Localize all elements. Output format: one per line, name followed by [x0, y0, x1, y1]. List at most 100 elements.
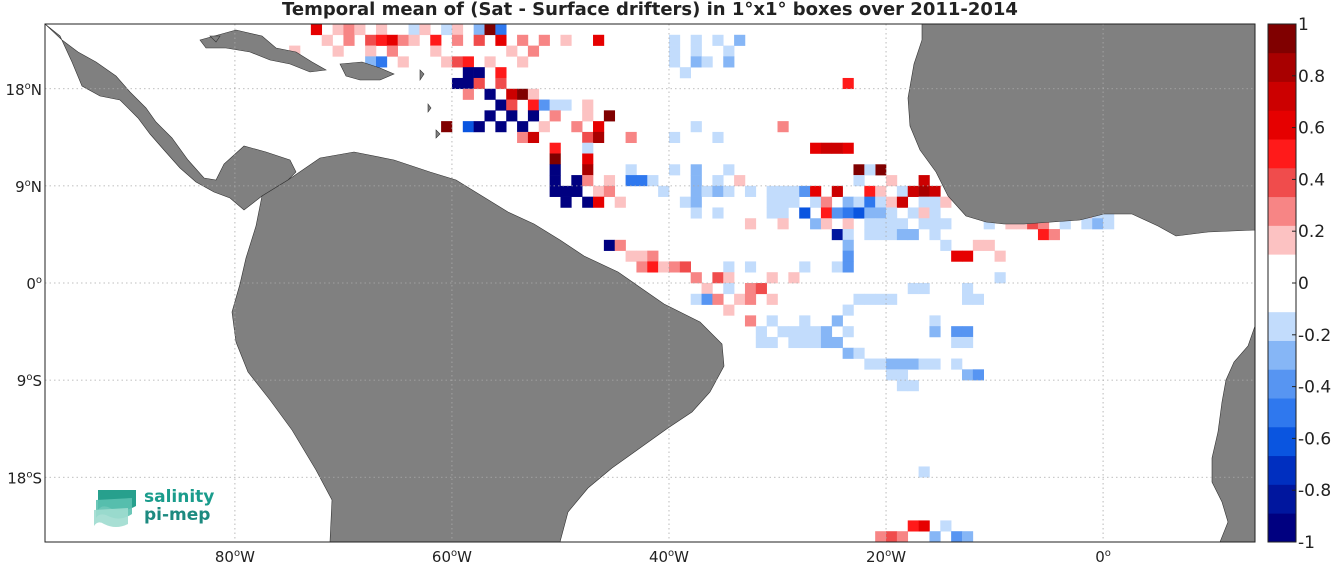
- heatmap-cell: [918, 358, 930, 370]
- heatmap-cell: [842, 207, 854, 219]
- heatmap-cell: [701, 56, 713, 68]
- heatmap-cell: [907, 207, 919, 219]
- heatmap-cell: [690, 45, 702, 57]
- heatmap-cell: [593, 185, 605, 197]
- landmass: [45, 24, 1255, 542]
- heatmap-cell: [864, 207, 876, 219]
- heatmap-cell: [972, 239, 984, 251]
- heatmap-cell: [332, 24, 344, 36]
- colorbar-swatch: [1268, 283, 1296, 313]
- heatmap-cell: [951, 326, 963, 338]
- land-central-america: [45, 24, 297, 211]
- salinity-pimep-logo: salinity pi-mep: [92, 486, 232, 536]
- heatmap-cell: [430, 45, 442, 57]
- colorbar-tick-label: 0.8: [1298, 67, 1325, 87]
- heatmap-cell: [744, 261, 757, 273]
- heatmap-cell: [365, 56, 377, 68]
- heatmap-cell: [495, 121, 507, 133]
- heatmap-cell: [679, 261, 691, 273]
- heatmap-cell: [636, 175, 648, 187]
- heatmap-cell: [831, 229, 843, 241]
- heatmap-cell: [625, 175, 637, 187]
- heatmap-cell: [896, 218, 909, 230]
- colorbar-tick-label: 1: [1298, 15, 1309, 35]
- heatmap-cell: [517, 34, 529, 46]
- heatmap-cell: [929, 358, 941, 370]
- heatmap-cell: [940, 520, 952, 532]
- heatmap-cell: [744, 185, 757, 197]
- heatmap-cell: [820, 218, 833, 230]
- heatmap-cell: [842, 218, 854, 230]
- heatmap-cell: [972, 369, 984, 381]
- colorbar-swatch: [1268, 484, 1296, 514]
- land-caribbean-islands: [209, 35, 441, 139]
- heatmap-cell: [506, 45, 518, 57]
- heatmap-cell: [853, 347, 865, 359]
- heatmap-cell: [593, 196, 605, 208]
- heatmap-cell: [495, 99, 507, 111]
- heatmap-cell: [1059, 218, 1071, 230]
- heatmap-cell: [603, 185, 616, 197]
- heatmap-cell: [549, 99, 561, 111]
- wave-logo-icon: [94, 490, 136, 527]
- heatmap-cell: [961, 531, 974, 542]
- heatmap-cell: [831, 315, 843, 327]
- colorbar-swatch: [1268, 311, 1296, 341]
- heatmap-cell: [820, 142, 833, 154]
- lat-tick-label: 18oN: [6, 81, 42, 99]
- heatmap-cell: [690, 121, 702, 133]
- heatmap-cell: [929, 531, 941, 542]
- heatmap-cell: [386, 34, 398, 46]
- heatmap-cell: [755, 336, 767, 349]
- heatmap-cell: [712, 131, 724, 144]
- heatmap-cell: [527, 110, 540, 122]
- heatmap-cell: [886, 218, 898, 230]
- heatmap-cell: [788, 336, 800, 349]
- heatmap-cell: [983, 239, 995, 251]
- heatmap-cell: [712, 34, 724, 46]
- heatmap-cell: [560, 34, 572, 46]
- heatmap-cell: [875, 207, 887, 219]
- heatmap-cell: [853, 207, 865, 219]
- heatmap-cell: [864, 218, 876, 230]
- heatmap-cell: [766, 315, 778, 327]
- heatmap-cell: [375, 24, 388, 36]
- heatmap-cell: [1027, 218, 1039, 230]
- heatmap-cell: [636, 261, 648, 273]
- heatmap-cell: [484, 56, 496, 68]
- heatmap-cell: [918, 466, 930, 478]
- heatmap-cell: [723, 261, 735, 273]
- heatmap-cell: [365, 34, 377, 46]
- heatmap-cell: [582, 153, 594, 165]
- heatmap-cell: [712, 272, 724, 284]
- lon-tick-label: 60oW: [432, 548, 472, 564]
- heatmap-cell: [668, 131, 681, 144]
- lon-tick-label: 0o: [1095, 548, 1111, 564]
- heatmap-cell: [940, 218, 952, 230]
- heatmap-cell: [810, 326, 822, 338]
- heatmap-cell: [886, 229, 898, 241]
- heatmap-cell: [462, 77, 474, 90]
- heatmap-cell: [549, 142, 561, 154]
- heatmap-cell: [723, 185, 735, 197]
- heatmap-cell: [886, 369, 898, 381]
- heatmap-cell: [582, 110, 594, 122]
- heatmap-cell: [679, 196, 691, 208]
- heatmap-cell: [549, 110, 561, 122]
- heatmap-cell: [690, 185, 702, 197]
- heatmap-cell: [1081, 218, 1093, 230]
- heatmap-cell: [929, 315, 941, 327]
- heatmap-cell: [766, 185, 778, 197]
- heatmap-cell: [506, 99, 518, 111]
- heatmap-cell: [668, 56, 681, 68]
- colorbar-swatch: [1268, 52, 1296, 82]
- heatmap-cell: [571, 175, 583, 187]
- heatmap-cell: [582, 196, 594, 208]
- heatmap-cell: [723, 304, 735, 316]
- colorbar-swatch: [1268, 167, 1296, 198]
- heatmap-cell: [864, 293, 876, 305]
- heatmap-cell: [842, 250, 854, 262]
- heatmap-cell: [1037, 229, 1050, 241]
- heatmap-cell: [788, 326, 800, 338]
- heatmap-cell: [614, 239, 626, 251]
